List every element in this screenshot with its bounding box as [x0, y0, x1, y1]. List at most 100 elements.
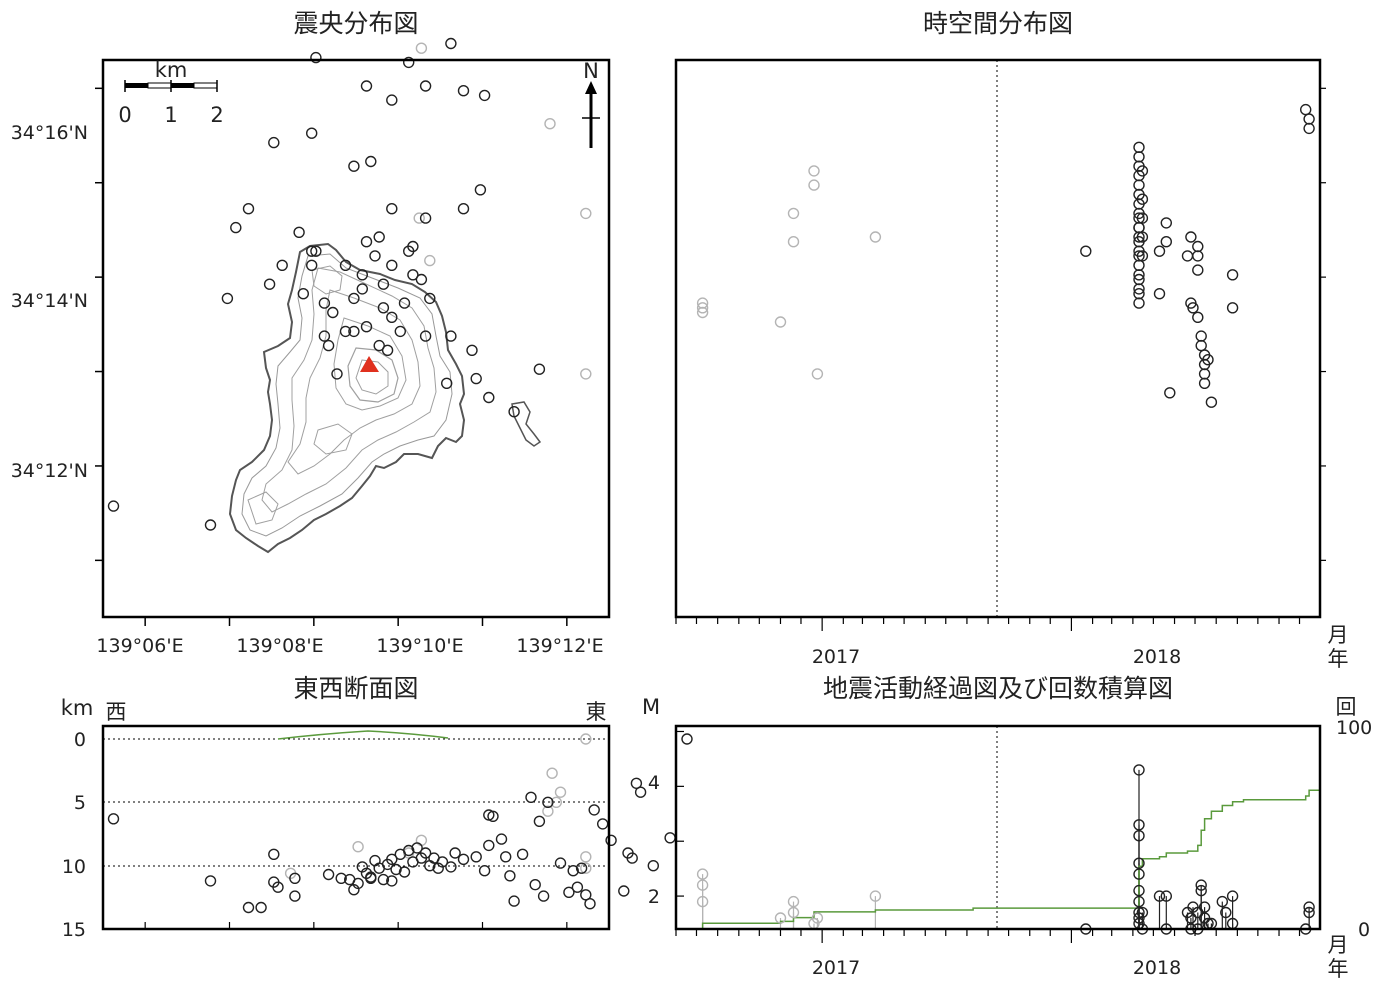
- count-tick: 0: [1358, 919, 1370, 941]
- depth-unit: km: [61, 696, 94, 720]
- epicenter-point: [293, 226, 305, 239]
- st-point: [1192, 240, 1204, 253]
- epicenter-point: [365, 155, 377, 168]
- epicenter-point: [483, 391, 495, 404]
- st-point: [1080, 245, 1092, 257]
- st-point: [1164, 387, 1176, 399]
- lon-label: 139°08'E: [236, 635, 323, 657]
- epicenter-point: [310, 51, 322, 64]
- magnitude-point: [1226, 890, 1239, 902]
- magnitude-point: [1198, 901, 1211, 913]
- crater-outline: [347, 347, 399, 403]
- hypocenter-point: [356, 861, 368, 873]
- hypocenter-point: [204, 875, 217, 887]
- hypocenter-point: [365, 871, 377, 883]
- epicenter-point: [327, 306, 339, 319]
- magnitude-point: [1136, 906, 1149, 919]
- hypocenter-point-old: [352, 841, 364, 853]
- epicenter-point: [386, 259, 398, 271]
- magnitude-point: [1195, 884, 1207, 897]
- epicenter-point: [373, 339, 385, 352]
- magnitude-point-old: [696, 868, 709, 880]
- st-point: [1153, 288, 1166, 300]
- epicenter-point: [508, 406, 520, 418]
- epicenter-point-old: [415, 42, 428, 54]
- hypocenter-point: [542, 796, 554, 808]
- hypocenter-point-old: [415, 834, 428, 846]
- magnitude-point-old: [787, 895, 800, 908]
- hypocenter-point: [432, 862, 444, 874]
- spacetime-title: 時空間分布図: [923, 9, 1073, 38]
- st-frame: [674, 58, 1322, 619]
- depth-tick: 5: [74, 792, 86, 814]
- cumulative-count-line: [676, 789, 1320, 930]
- hypocenter-point: [445, 861, 457, 873]
- hypocenter-point: [411, 842, 423, 854]
- epicenter-point: [377, 278, 390, 290]
- epicenter-point: [424, 292, 436, 305]
- st-ticks: [675, 87, 1326, 631]
- hypocenter-point-old: [550, 796, 562, 808]
- st-point: [1198, 368, 1211, 380]
- magnitude-point: [1133, 819, 1145, 831]
- epicenter-point: [107, 500, 120, 512]
- epicenter-point-old: [544, 117, 556, 130]
- st-point: [1195, 339, 1207, 352]
- lat-label: 34°14'N: [11, 290, 88, 312]
- epicenter-point: [230, 221, 242, 234]
- st-point: [1133, 141, 1145, 154]
- st-point-old: [869, 231, 882, 243]
- magnitude-point-old: [774, 912, 787, 924]
- epicenter-point: [348, 160, 360, 172]
- hypocenter-point: [255, 901, 267, 914]
- st-point-old: [787, 207, 800, 220]
- magnitude-point: [1153, 890, 1166, 902]
- magnitude-point: [1185, 912, 1197, 924]
- epicenter-point: [478, 89, 491, 102]
- epicenter-point: [360, 80, 373, 92]
- st-point: [1133, 297, 1145, 309]
- st-point: [1133, 212, 1145, 224]
- map-old-events: [413, 42, 592, 380]
- epicenter-point: [360, 321, 373, 333]
- depth-tick: 0: [74, 729, 86, 751]
- epicenter-point: [276, 259, 288, 271]
- epicenter-point: [419, 80, 432, 92]
- north-arrow: N: [582, 59, 600, 148]
- magnitude-point: [1133, 912, 1145, 924]
- st-point: [1192, 264, 1204, 276]
- st-new-events: [1080, 103, 1315, 408]
- epicenter-point: [394, 325, 406, 338]
- island-outline: [228, 242, 466, 554]
- st-point: [1181, 250, 1194, 262]
- hypocenter-point: [529, 879, 541, 891]
- epicenter-point: [322, 339, 335, 352]
- epicenter-point: [339, 325, 352, 338]
- hypocenter-point: [403, 844, 415, 857]
- magnitude-point-old: [869, 890, 882, 902]
- cs-frame: [101, 724, 611, 931]
- hypocenter-point: [618, 885, 630, 897]
- epicenter-point-old: [413, 212, 425, 224]
- hypocenter-point-old: [580, 733, 592, 745]
- st-point: [1136, 212, 1149, 224]
- epicenter-point-old: [580, 207, 592, 220]
- hypocenter-point: [626, 852, 638, 864]
- magnitude-point: [1133, 764, 1145, 776]
- magnitude-point: [1303, 906, 1315, 919]
- space-time-panel: 2017 2018 月 年: [674, 58, 1349, 671]
- epicenter-point: [403, 245, 415, 257]
- epicenter-point: [403, 56, 415, 69]
- st-point: [1133, 188, 1145, 201]
- st-point: [1198, 377, 1211, 389]
- epicenter-point: [457, 84, 470, 97]
- epicenter-point: [306, 259, 318, 271]
- lat-label: 34°16'N: [11, 122, 88, 144]
- magnitude-point-old: [696, 895, 709, 908]
- epicenter-point: [339, 259, 352, 271]
- magnitude-point: [1160, 890, 1173, 902]
- month-unit: 月: [1328, 623, 1349, 647]
- cs-new-events: [107, 733, 693, 914]
- magnitude-point-old: [811, 912, 824, 924]
